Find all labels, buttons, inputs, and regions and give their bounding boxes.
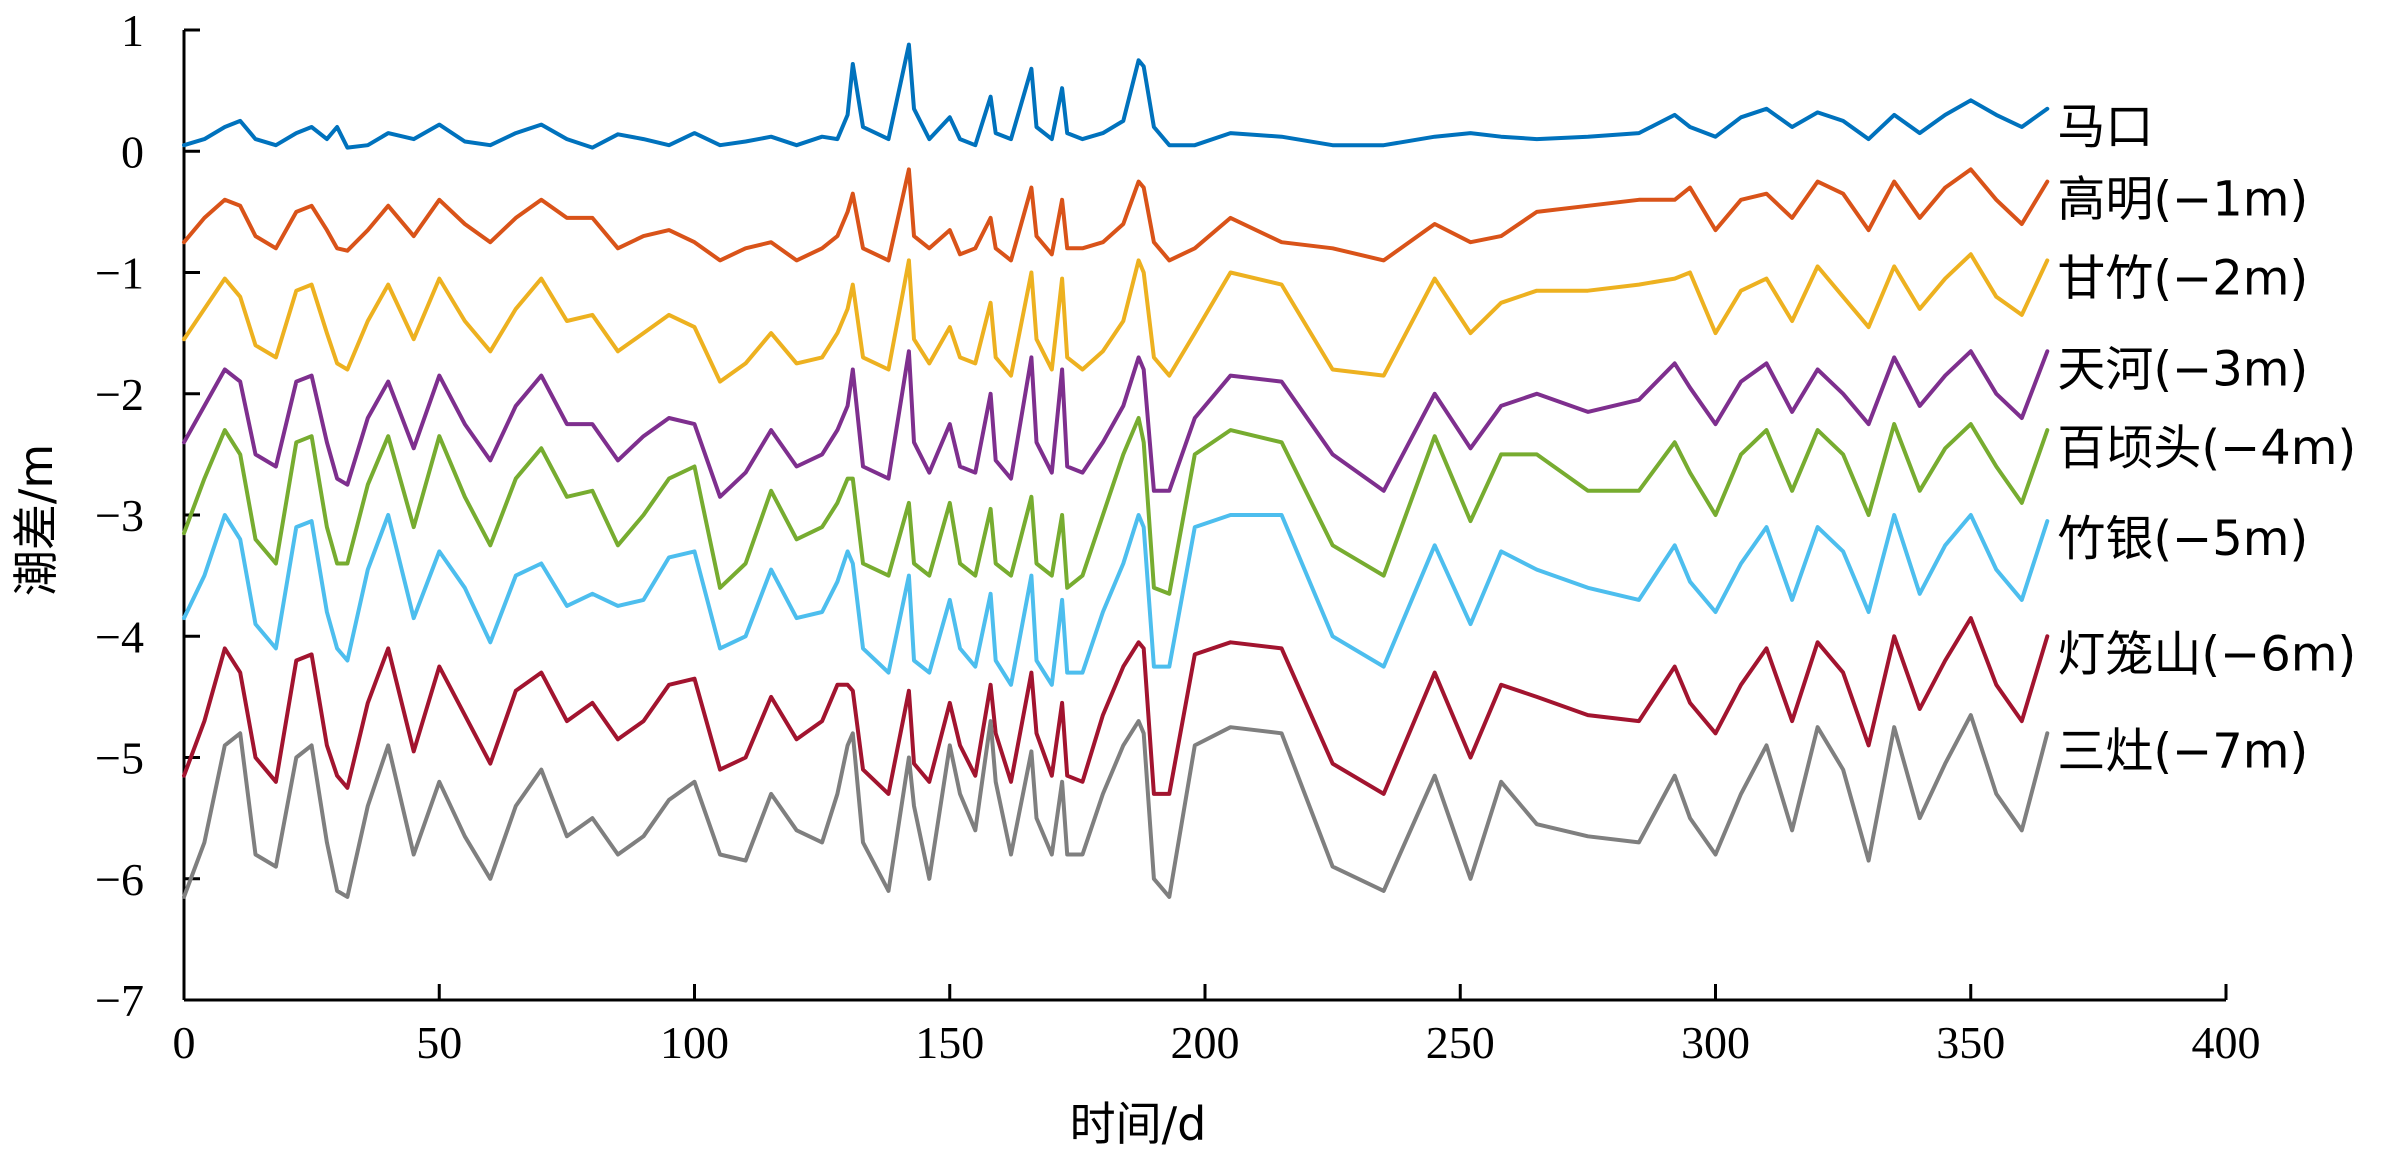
x-tick-label: 50 (416, 1017, 462, 1068)
series-line-0 (182, 42, 2050, 150)
x-tick-label: 100 (660, 1017, 729, 1068)
x-tick-label: 200 (1171, 1017, 1240, 1068)
y-tick-label: −6 (95, 854, 144, 905)
series-label-1: 高明(−1m) (2057, 172, 2308, 228)
y-tick-label: −7 (95, 975, 144, 1026)
series-label-6: 灯笼山(−6m) (2057, 626, 2356, 682)
series-line-2 (182, 252, 2050, 384)
series-line-5 (182, 513, 2050, 687)
x-tick-label: 400 (2192, 1017, 2261, 1068)
y-tick-label: −5 (95, 733, 144, 784)
y-tick-label: 1 (121, 5, 144, 56)
series-line-3 (182, 349, 2050, 499)
x-tick-label: 150 (915, 1017, 984, 1068)
series-group (182, 42, 2050, 899)
series-line-4 (182, 416, 2050, 596)
y-tick-label: −1 (95, 248, 144, 299)
axes: 0 50 100 150 200 250 300 350 400 1 0 −1 −2 −3 −4 −5 −6 −7 (95, 5, 2260, 1068)
x-axis-title: 时间/d (1070, 1097, 1207, 1151)
x-tick-label: 300 (1681, 1017, 1750, 1068)
series-label-3: 天河(−3m) (2057, 341, 2308, 397)
x-tick-label: 350 (1936, 1017, 2005, 1068)
y-tick-label: −2 (95, 369, 144, 420)
series-label-0: 马口 (2057, 99, 2153, 155)
x-tick-label: 0 (173, 1017, 196, 1068)
y-tick-label: −3 (95, 490, 144, 541)
series-label-5: 竹银(−5m) (2057, 511, 2308, 567)
series-label-7: 三灶(−7m) (2057, 723, 2308, 779)
y-axis-title: 潮差/m (9, 444, 63, 596)
series-line-6 (182, 616, 2050, 796)
series-label-4: 百顷头(−4m) (2057, 420, 2356, 476)
series-label-2: 甘竹(−2m) (2057, 250, 2308, 306)
y-tick-label: 0 (121, 126, 144, 177)
series-line-7 (182, 713, 2050, 899)
x-tick-label: 250 (1426, 1017, 1495, 1068)
series-line-1 (182, 167, 2050, 263)
y-tick-label: −4 (95, 611, 144, 662)
